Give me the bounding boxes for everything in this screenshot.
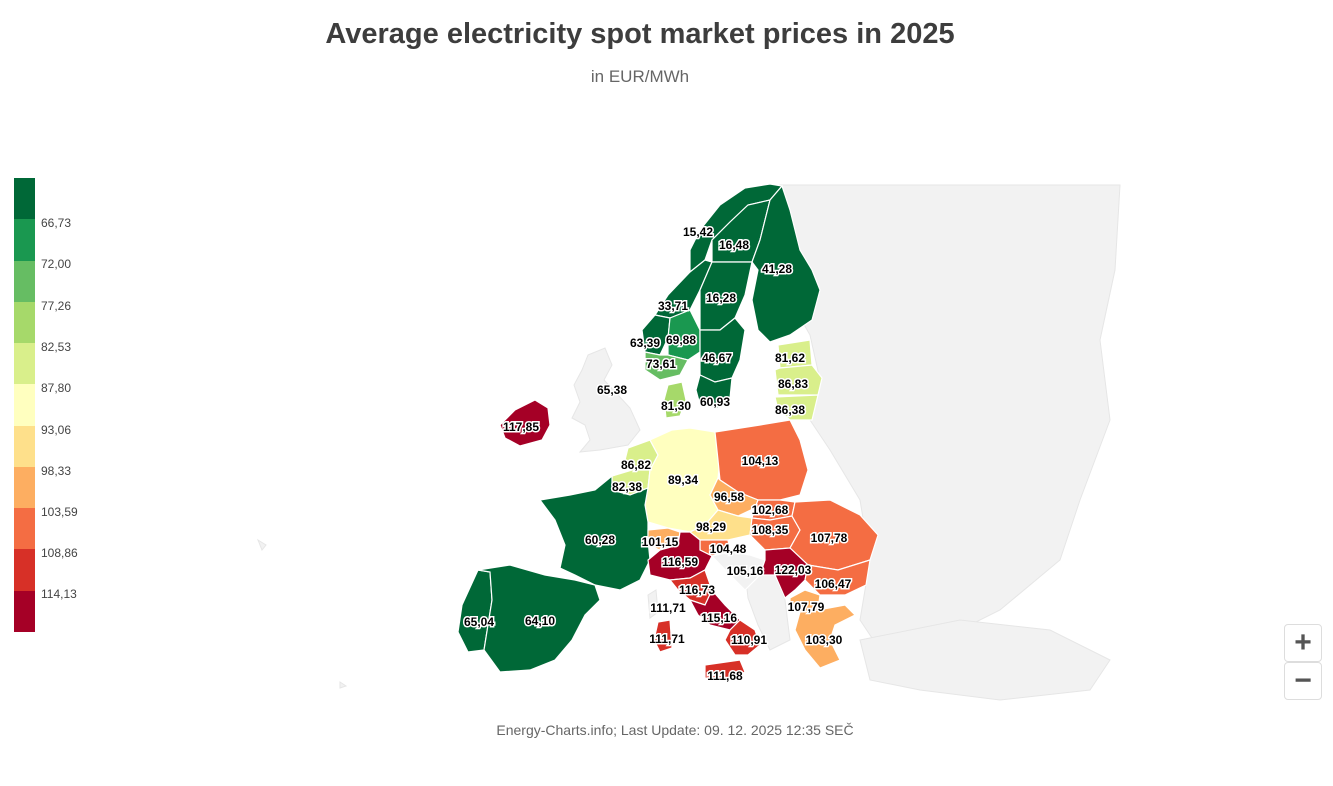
price-label-NO5: 63,39 — [630, 336, 660, 350]
price-label-NO2: 73,61 — [646, 357, 676, 371]
price-label-BG: 106,47 — [815, 577, 852, 591]
chart-title: Average electricity spot market prices i… — [325, 18, 955, 50]
region-ES[interactable] — [477, 564, 601, 673]
legend-label: 72,00 — [41, 257, 72, 271]
region-BG[interactable] — [804, 559, 871, 596]
legend-label: 87,80 — [41, 381, 72, 395]
price-label-BE: 82,38 — [612, 480, 642, 494]
legend-color-step — [14, 425, 35, 467]
zoom-in-button[interactable]: + — [1284, 624, 1322, 662]
price-labels: 15,42 16,48 41,28 16,28 33,71 63,39 69,88 73,61… — [462, 224, 853, 685]
legend-color-bar — [14, 178, 35, 632]
price-label-EE: 81,62 — [775, 351, 805, 365]
price-label-NO4: 15,42 — [683, 225, 713, 239]
price-label-ES: 64,10 — [525, 614, 555, 628]
legend-label: 98,33 — [41, 464, 72, 478]
region-LV[interactable] — [774, 364, 823, 396]
region-DK1[interactable] — [663, 381, 687, 419]
price-label-FI: 41,28 — [762, 262, 792, 276]
price-label-IT-SAR1: 111,71 — [650, 601, 686, 615]
price-label-NO3: 33,71 — [658, 299, 688, 313]
price-label-IT-N: 116,59 — [662, 555, 698, 569]
price-label-GR: 103,30 — [806, 633, 843, 647]
price-label-IT-CS: 115,16 — [701, 611, 737, 625]
price-label-LT: 86,38 — [775, 403, 805, 417]
price-label-PL: 104,13 — [742, 454, 779, 468]
legend-color-step — [14, 508, 35, 550]
region-GR[interactable] — [794, 604, 857, 669]
legend-color-step — [14, 260, 35, 302]
price-label-FR: 60,28 — [585, 533, 615, 547]
price-label-LV: 86,83 — [778, 377, 808, 391]
price-label-DK1: 81,30 — [661, 399, 691, 413]
region-IE[interactable] — [499, 399, 551, 447]
price-label-DE: 89,34 — [668, 473, 698, 487]
price-label-PT: 65,04 — [464, 615, 494, 629]
legend-label: 82,53 — [41, 340, 72, 354]
price-label-IT-CN: 116,73 — [679, 583, 715, 597]
price-label-SK: 102,68 — [752, 503, 789, 517]
price-label-NO1: 69,88 — [666, 333, 696, 347]
region-FI[interactable] — [751, 184, 821, 343]
legend-color-step — [14, 384, 35, 426]
price-label-CH: 101,15 — [642, 535, 679, 549]
price-label-CZ: 96,58 — [714, 490, 744, 504]
price-label-IE: 117,85 — [503, 420, 539, 434]
legend-color-step — [14, 466, 35, 509]
price-label-SE2: 16,28 — [706, 291, 736, 305]
legend-label: 114,13 — [41, 587, 77, 601]
price-label-RS: 122,03 — [775, 563, 812, 577]
region-SE3[interactable] — [699, 317, 746, 383]
region-NO1[interactable] — [667, 309, 701, 361]
price-label-IT-SIC: 111,68 — [707, 669, 743, 683]
price-label-NL: 86,82 — [621, 458, 651, 472]
legend-label: 77,26 — [41, 299, 72, 313]
legend-color-step — [14, 343, 35, 385]
zoom-out-button[interactable]: − — [1284, 662, 1322, 700]
region-LT[interactable] — [774, 394, 819, 421]
legend-color-step — [14, 590, 35, 632]
region-IT-SAR[interactable] — [653, 619, 673, 653]
legend-color-step — [14, 178, 35, 220]
price-label-SE4: 60,93 — [700, 395, 730, 409]
price-label-IT-SAR2: 111,71 — [649, 632, 685, 646]
price-label-SI: 104,48 — [710, 542, 747, 556]
region-PL[interactable] — [714, 419, 809, 501]
legend-label: 66,73 — [41, 216, 72, 230]
region-IT-S[interactable] — [724, 619, 761, 656]
region-NO2[interactable] — [644, 351, 689, 381]
price-label-GB: 65,38 — [597, 383, 627, 397]
legend-label: 103,59 — [41, 505, 78, 519]
price-label-SE3: 46,67 — [702, 351, 732, 365]
legend-color-step — [14, 549, 35, 591]
chart-subtitle: in EUR/MWh — [590, 67, 690, 86]
legend-label: 108,86 — [41, 546, 78, 560]
region-SE4[interactable] — [695, 374, 733, 409]
price-label-HU: 108,35 — [752, 523, 789, 537]
price-label-MK: 107,79 — [788, 600, 825, 614]
price-label-AT: 98,29 — [696, 520, 726, 534]
source-footer: Energy-Charts.info; Last Update: 09. 12.… — [496, 722, 854, 738]
price-label-HR: 105,16 — [727, 564, 764, 578]
legend-label: 93,06 — [41, 423, 72, 437]
legend-color-step — [14, 301, 35, 344]
price-label-RO: 107,78 — [811, 531, 848, 545]
legend-color-step — [14, 219, 35, 261]
map-background-land — [256, 184, 1121, 701]
price-label-SE1: 16,48 — [719, 238, 749, 252]
region-RS[interactable] — [759, 547, 809, 599]
region-IT-SIC[interactable] — [704, 659, 746, 683]
price-label-IT-S: 110,91 — [731, 633, 767, 647]
